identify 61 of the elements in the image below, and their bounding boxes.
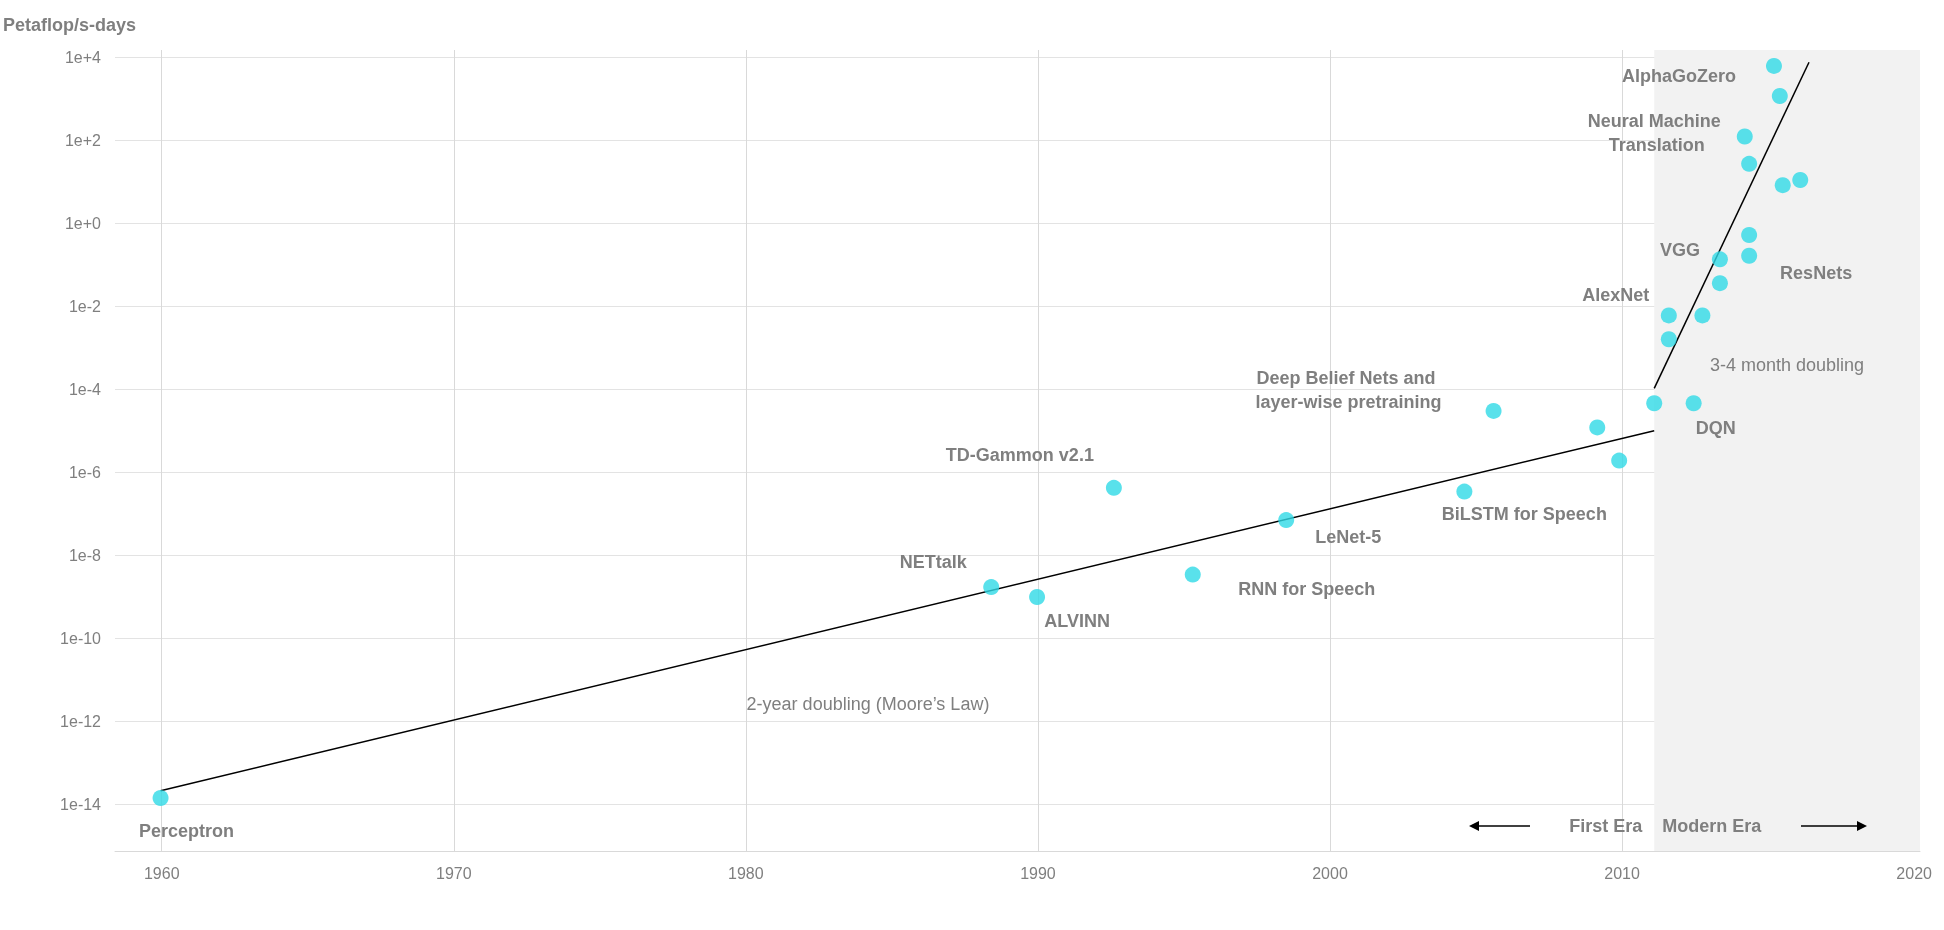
annotation: DQN bbox=[1695, 418, 1736, 439]
annotation: BiLSTM for Speech bbox=[1441, 503, 1607, 524]
point bbox=[1685, 395, 1702, 412]
point bbox=[1184, 566, 1201, 583]
point bbox=[1765, 57, 1782, 74]
point bbox=[1694, 307, 1711, 324]
y-tick-label: 1e-2 bbox=[68, 297, 102, 315]
point bbox=[1456, 483, 1473, 500]
y-tick-label: 1e+0 bbox=[64, 214, 102, 232]
point bbox=[983, 579, 1000, 596]
x-tick-label: 1970 bbox=[436, 864, 472, 882]
point bbox=[1278, 512, 1295, 529]
y-tick-label: 1e-12 bbox=[60, 712, 102, 730]
annotation: ResNets bbox=[1780, 262, 1853, 283]
point bbox=[1771, 87, 1788, 104]
annotation: Perceptron bbox=[139, 821, 235, 842]
point bbox=[1611, 452, 1628, 469]
annotation: NETtalk bbox=[899, 552, 968, 573]
point bbox=[1741, 227, 1758, 244]
annotation: 3-4 month doubling bbox=[1709, 355, 1865, 375]
point bbox=[1646, 395, 1663, 412]
annotation: Neural Machine Translation bbox=[1587, 110, 1726, 155]
annotation: First Era bbox=[1569, 816, 1644, 836]
annotation: RNN for Speech bbox=[1238, 578, 1376, 599]
x-tick-label: 1960 bbox=[143, 864, 180, 882]
y-tick-label: 1e-14 bbox=[60, 795, 102, 813]
x-tick-label: 1980 bbox=[728, 864, 764, 882]
x-tick-label: 1990 bbox=[1020, 864, 1056, 882]
y-tick-label: 1e-4 bbox=[68, 380, 102, 398]
y-tick-label: 1e+4 bbox=[64, 48, 102, 66]
annotation: Deep Belief Nets and layer-wise pretraining bbox=[1255, 367, 1442, 412]
point bbox=[1774, 177, 1791, 194]
annotation: ALVINN bbox=[1044, 611, 1110, 632]
point bbox=[152, 790, 169, 807]
annotation: AlphaGoZero bbox=[1621, 65, 1736, 86]
point bbox=[1736, 128, 1753, 145]
point bbox=[1485, 402, 1502, 419]
point bbox=[1105, 479, 1122, 496]
annotation: 2-year doubling (Moore’s Law) bbox=[746, 694, 990, 714]
point bbox=[1660, 307, 1677, 324]
annotation: VGG bbox=[1659, 240, 1700, 261]
point bbox=[1711, 275, 1728, 292]
y-tick-label: 1e-6 bbox=[68, 463, 102, 481]
point bbox=[1741, 155, 1758, 172]
point bbox=[1711, 251, 1728, 268]
x-tick-label: 2020 bbox=[1896, 864, 1933, 882]
y-tick-label: 1e+2 bbox=[64, 131, 102, 149]
point bbox=[1741, 247, 1758, 264]
point bbox=[1029, 589, 1046, 606]
annotation: AlexNet bbox=[1582, 285, 1650, 306]
point bbox=[1792, 172, 1809, 189]
x-tick-label: 2010 bbox=[1604, 864, 1640, 882]
y-tick-label: 1e-8 bbox=[68, 546, 102, 564]
annotation: LeNet-5 bbox=[1315, 527, 1382, 548]
y-axis-title: Petaflop/s-days bbox=[3, 15, 137, 35]
point bbox=[1589, 419, 1606, 436]
x-tick-label: 2000 bbox=[1312, 864, 1348, 882]
point bbox=[1660, 331, 1677, 348]
y-tick-label: 1e-10 bbox=[60, 629, 102, 647]
annotation: TD-Gammon v2.1 bbox=[945, 444, 1094, 465]
annotation: Modern Era bbox=[1662, 816, 1763, 836]
